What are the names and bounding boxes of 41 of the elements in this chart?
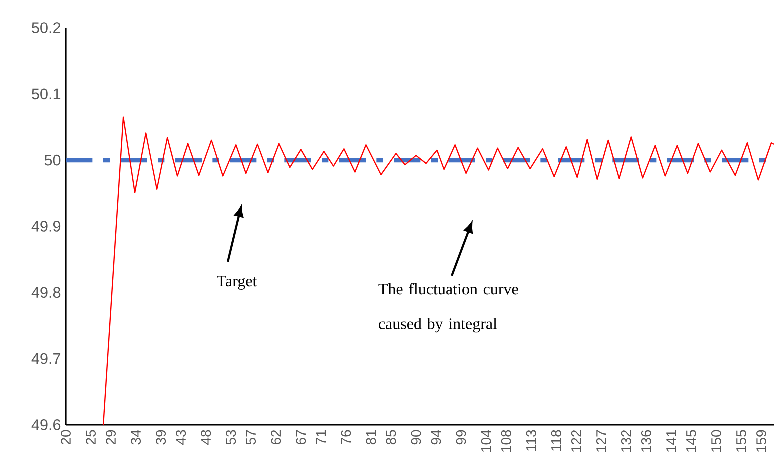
x-tick-label: 25 — [86, 430, 96, 445]
x-tick-label: 62 — [271, 430, 282, 445]
x-tick-label: 43 — [176, 430, 186, 445]
y-tick-label: 50.1 — [32, 88, 61, 100]
x-tick-label: 67 — [296, 430, 306, 445]
x-tick-label: 94 — [431, 430, 442, 445]
x-tick-label: 90 — [411, 430, 422, 445]
x-tick-label: 81 — [366, 430, 376, 445]
x-tick-label: 48 — [201, 430, 212, 445]
x-tick-label: 150 — [712, 430, 722, 452]
x-tick-label: 57 — [246, 430, 256, 445]
y-tick-label: 49.7 — [32, 353, 61, 364]
x-tick-label: 53 — [226, 430, 236, 445]
x-tick-label: 99 — [456, 430, 466, 445]
x-tick-label: 127 — [596, 430, 606, 452]
x-tick-label: 85 — [386, 430, 396, 445]
x-tick-label: 108 — [501, 430, 512, 452]
x-tick-label: 118 — [551, 430, 562, 451]
y-tick-label: 49.9 — [32, 221, 61, 232]
y-tick-label: 49.8 — [32, 287, 61, 298]
x-tick-label: 145 — [686, 430, 696, 452]
x-tick-label: 122 — [571, 430, 582, 452]
x-tick-label: 159 — [756, 430, 766, 452]
x-tick-label: 155 — [736, 430, 746, 452]
x-tick-label: 71 — [316, 430, 326, 445]
x-tick-label: 39 — [156, 430, 166, 445]
x-tick-label: 104 — [481, 430, 492, 452]
x-tick-label: 20 — [61, 430, 71, 445]
x-tick-label: 141 — [666, 430, 676, 452]
x-tick-label: 76 — [341, 430, 352, 445]
x-tick-label: 113 — [526, 430, 536, 451]
text: The fluctuation curve caused by integral — [378, 283, 518, 333]
x-tick-label: 34 — [131, 430, 142, 445]
x-tick-label: 132 — [621, 430, 632, 452]
y-tick-label: 49.6 — [32, 420, 61, 430]
x-tick-label: 136 — [641, 430, 652, 452]
line-series — [102, 116, 775, 426]
annotation: Target — [217, 276, 258, 290]
y-tick-label: 50.2 — [32, 22, 61, 34]
y-tick-label: 50 — [44, 154, 61, 166]
x-tick-label: 29 — [106, 430, 116, 445]
